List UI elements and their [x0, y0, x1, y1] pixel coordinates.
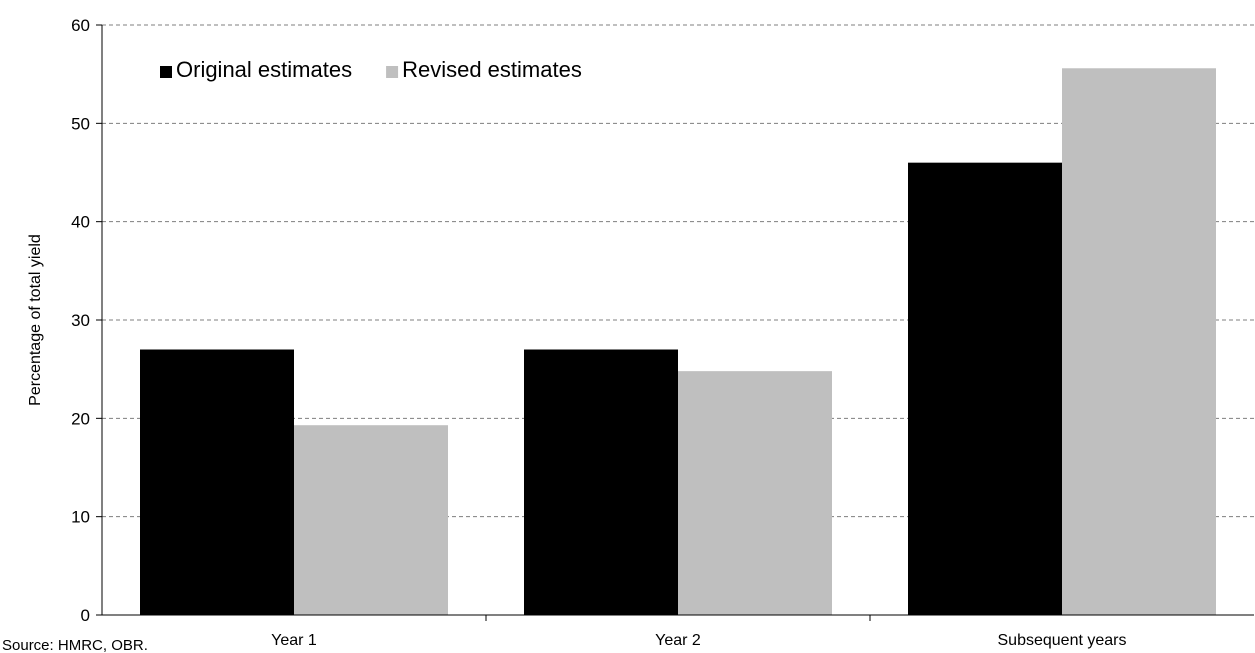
x-tick-label-2: Subsequent years [998, 632, 1127, 649]
y-tick-labels: 0 10 20 30 40 50 60 [71, 16, 90, 625]
legend-swatch-original-estimates [160, 66, 172, 78]
y-tick-label-0: 0 [81, 606, 90, 625]
legend-swatch-revised-estimates [386, 66, 399, 78]
y-axis-label: Percentage of total yield [27, 234, 44, 406]
bar-original-estimates-1 [524, 349, 678, 615]
x-tick-labels: Year 1 Year 2 Subsequent years [271, 632, 1126, 649]
y-tick-label-10: 10 [71, 508, 90, 527]
legend-label-revised-estimates: Revised estimates [402, 57, 582, 82]
bar-original-estimates-2 [908, 162, 1062, 615]
legend-label-original-estimates: Original estimates [176, 57, 352, 82]
bar-original-estimates-0 [140, 349, 294, 615]
bar-revised-estimates-2 [1062, 68, 1216, 616]
y-tick-label-50: 50 [71, 114, 90, 133]
y-tick-label-40: 40 [71, 213, 90, 232]
y-tick-label-60: 60 [71, 16, 90, 35]
axes [96, 24, 1254, 621]
bar-revised-estimates-0 [294, 425, 448, 615]
source-note: Source: HMRC, OBR. [2, 637, 148, 653]
bars [140, 68, 1216, 616]
y-tick-label-30: 30 [71, 311, 90, 330]
bar-revised-estimates-1 [678, 371, 832, 615]
x-tick-label-1: Year 2 [655, 632, 701, 649]
y-tick-label-20: 20 [71, 409, 90, 428]
x-tick-label-0: Year 1 [271, 632, 317, 649]
legend: Original estimates Revised estimates [160, 57, 582, 82]
